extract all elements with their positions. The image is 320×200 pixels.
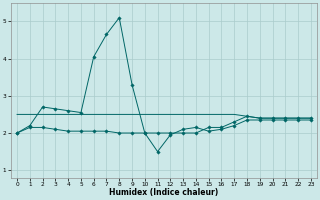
- X-axis label: Humidex (Indice chaleur): Humidex (Indice chaleur): [109, 188, 219, 197]
